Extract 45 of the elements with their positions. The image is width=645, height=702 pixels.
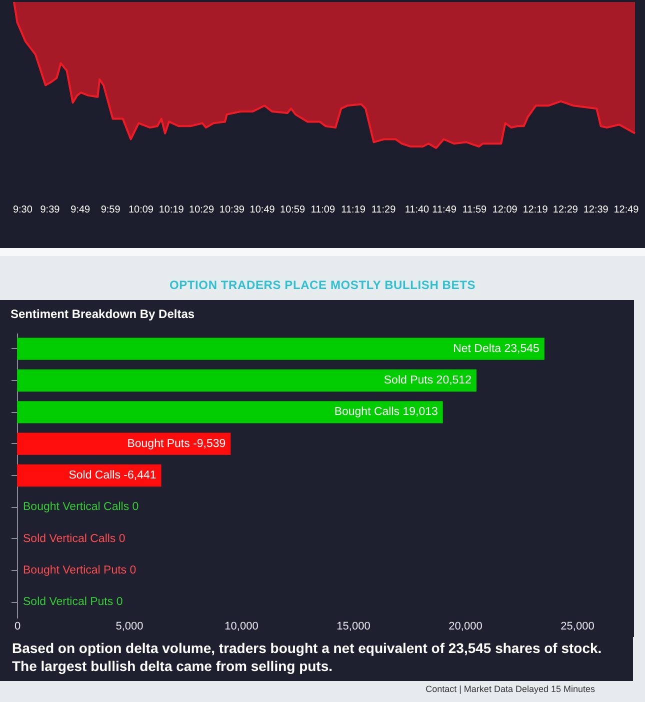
chart-subtitle: Sentiment Breakdown By Deltas: [10, 307, 195, 321]
bar: [17, 369, 476, 392]
x-tick-label: 12:19: [522, 204, 548, 216]
x-tick-label: 10:29: [189, 204, 214, 216]
x-tick-label: 10:59: [280, 204, 306, 216]
x-tick-label: 9:30: [12, 204, 33, 216]
text: Contact | Market Data Delayed 15 Minutes: [424, 683, 596, 694]
x-tick-label: 10:49: [250, 204, 276, 216]
category-label: Sold Vertical Puts 0: [23, 596, 123, 608]
category-label: Sold Vertical Calls 0: [23, 532, 126, 545]
category-label: Sold Puts 20,512: [384, 374, 472, 386]
chart-title: OPTION TRADERS PLACE MOSTLY BULLISH BETS: [169, 278, 476, 292]
bar: [17, 464, 162, 487]
x-tick-label: 12:49: [614, 204, 640, 216]
x-tick-label: 20,000: [448, 620, 482, 632]
x-tick-label: 9:49: [70, 204, 91, 216]
x-tick-label: 12:29: [552, 204, 578, 216]
x-tick-label: 15,000: [336, 620, 370, 632]
x-tick-label: 0: [14, 620, 21, 632]
category-label: Bought Puts -9,539: [127, 438, 226, 450]
bar: [17, 432, 231, 455]
x-tick-label: 10:09: [128, 204, 154, 216]
x-tick-label: 25,000: [560, 620, 594, 632]
x-tick-label: 11:49: [432, 204, 457, 216]
category-label: Bought Calls 19,013: [334, 406, 438, 418]
x-tick-label: 11:19: [341, 204, 366, 216]
x-tick-label: 12:09: [492, 204, 518, 216]
x-tick-label: 11:09: [310, 204, 336, 216]
category-label: Bought Vertical Calls 0: [23, 501, 139, 514]
category-label: Net Delta 23,545: [453, 342, 540, 355]
x-tick-label: 10:19: [158, 204, 184, 216]
x-tick-label: 9:59: [100, 204, 121, 216]
text: Based on option delta volume, traders bought a net equivalent of 23,545 shares of stock. The largest bullish delta came from selling puts.: [11, 639, 603, 676]
x-tick-label: 10:39: [219, 204, 245, 216]
x-tick-label: 5,000: [116, 620, 144, 632]
x-tick-label: 9:39: [40, 204, 60, 216]
bar: [17, 338, 544, 360]
x-tick-label: 10,000: [224, 620, 258, 632]
bar: [17, 401, 443, 424]
x-tick-label: 11:59: [462, 204, 488, 216]
x-tick-label: 11:40: [404, 204, 430, 216]
category-label: Bought Vertical Puts 0: [23, 564, 136, 576]
category-label: Sold Calls -6,441: [68, 470, 156, 482]
x-tick-label: 12:39: [583, 204, 609, 216]
x-tick-label: 11:29: [371, 204, 396, 216]
